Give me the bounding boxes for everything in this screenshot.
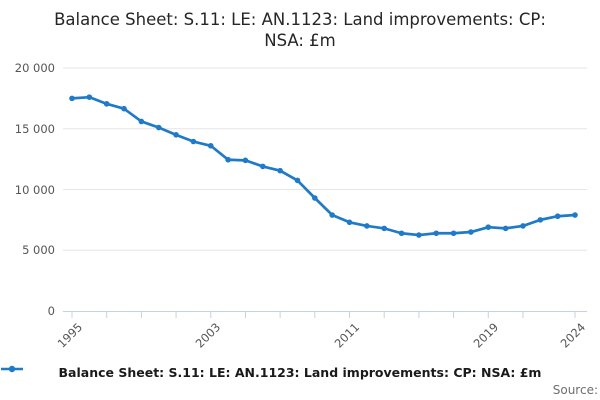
data-point-marker[interactable] — [121, 105, 127, 112]
data-point-marker[interactable] — [207, 142, 214, 149]
data-point-marker[interactable] — [416, 232, 422, 238]
data-point-marker[interactable] — [433, 230, 440, 237]
data-point-marker[interactable] — [502, 225, 509, 232]
data-point-marker[interactable] — [190, 138, 197, 145]
data-point-marker[interactable] — [329, 212, 335, 218]
data-point-marker[interactable] — [364, 223, 370, 229]
legend-line-marker-icon — [1, 365, 23, 373]
data-point-marker[interactable] — [86, 94, 93, 100]
y-axis-label: 10 000 — [14, 182, 55, 197]
series — [69, 94, 578, 238]
data-point-marker[interactable] — [450, 230, 457, 237]
data-point-marker[interactable] — [346, 219, 353, 226]
data-point-marker[interactable] — [520, 223, 526, 229]
data-point-marker[interactable] — [398, 230, 405, 237]
y-axis-label: 20 000 — [14, 61, 55, 75]
data-point-marker[interactable] — [485, 224, 492, 230]
data-point-marker[interactable] — [138, 118, 145, 125]
chart-title-line-1: Balance Sheet: S.11: LE: AN.1123: Land i… — [54, 10, 546, 29]
y-axis-label: 5 000 — [22, 243, 55, 258]
data-point-marker[interactable] — [277, 167, 283, 174]
data-point-marker[interactable] — [468, 229, 474, 235]
data-point-marker[interactable] — [225, 156, 231, 163]
data-point-marker[interactable] — [381, 225, 388, 232]
legend-item[interactable]: Balance Sheet: S.11: LE: AN.1123: Land i… — [0, 363, 600, 381]
chart-title-line-2: NSA: £m — [264, 31, 336, 50]
y-axis-label: 15 000 — [14, 121, 55, 136]
data-point-marker[interactable] — [69, 95, 75, 102]
data-point-marker[interactable] — [537, 217, 544, 223]
x-axis — [63, 311, 587, 318]
y-axis-label: 0 — [47, 304, 55, 318]
gridlines — [63, 67, 587, 251]
data-point-marker[interactable] — [572, 212, 578, 218]
chart-title: Balance Sheet: S.11: LE: AN.1123: Land i… — [0, 9, 600, 51]
data-point-marker[interactable] — [554, 213, 561, 220]
data-point-marker[interactable] — [294, 177, 301, 184]
data-point-marker[interactable] — [155, 124, 162, 131]
source-credit: Source: — [552, 383, 598, 397]
data-point-marker[interactable] — [242, 157, 249, 164]
data-point-marker[interactable] — [259, 163, 266, 170]
series-line — [70, 95, 577, 237]
data-point-marker[interactable] — [103, 101, 110, 107]
data-point-marker[interactable] — [312, 195, 318, 201]
legend-label: Balance Sheet: S.11: LE: AN.1123: Land i… — [58, 364, 542, 380]
data-point-marker[interactable] — [173, 132, 179, 138]
